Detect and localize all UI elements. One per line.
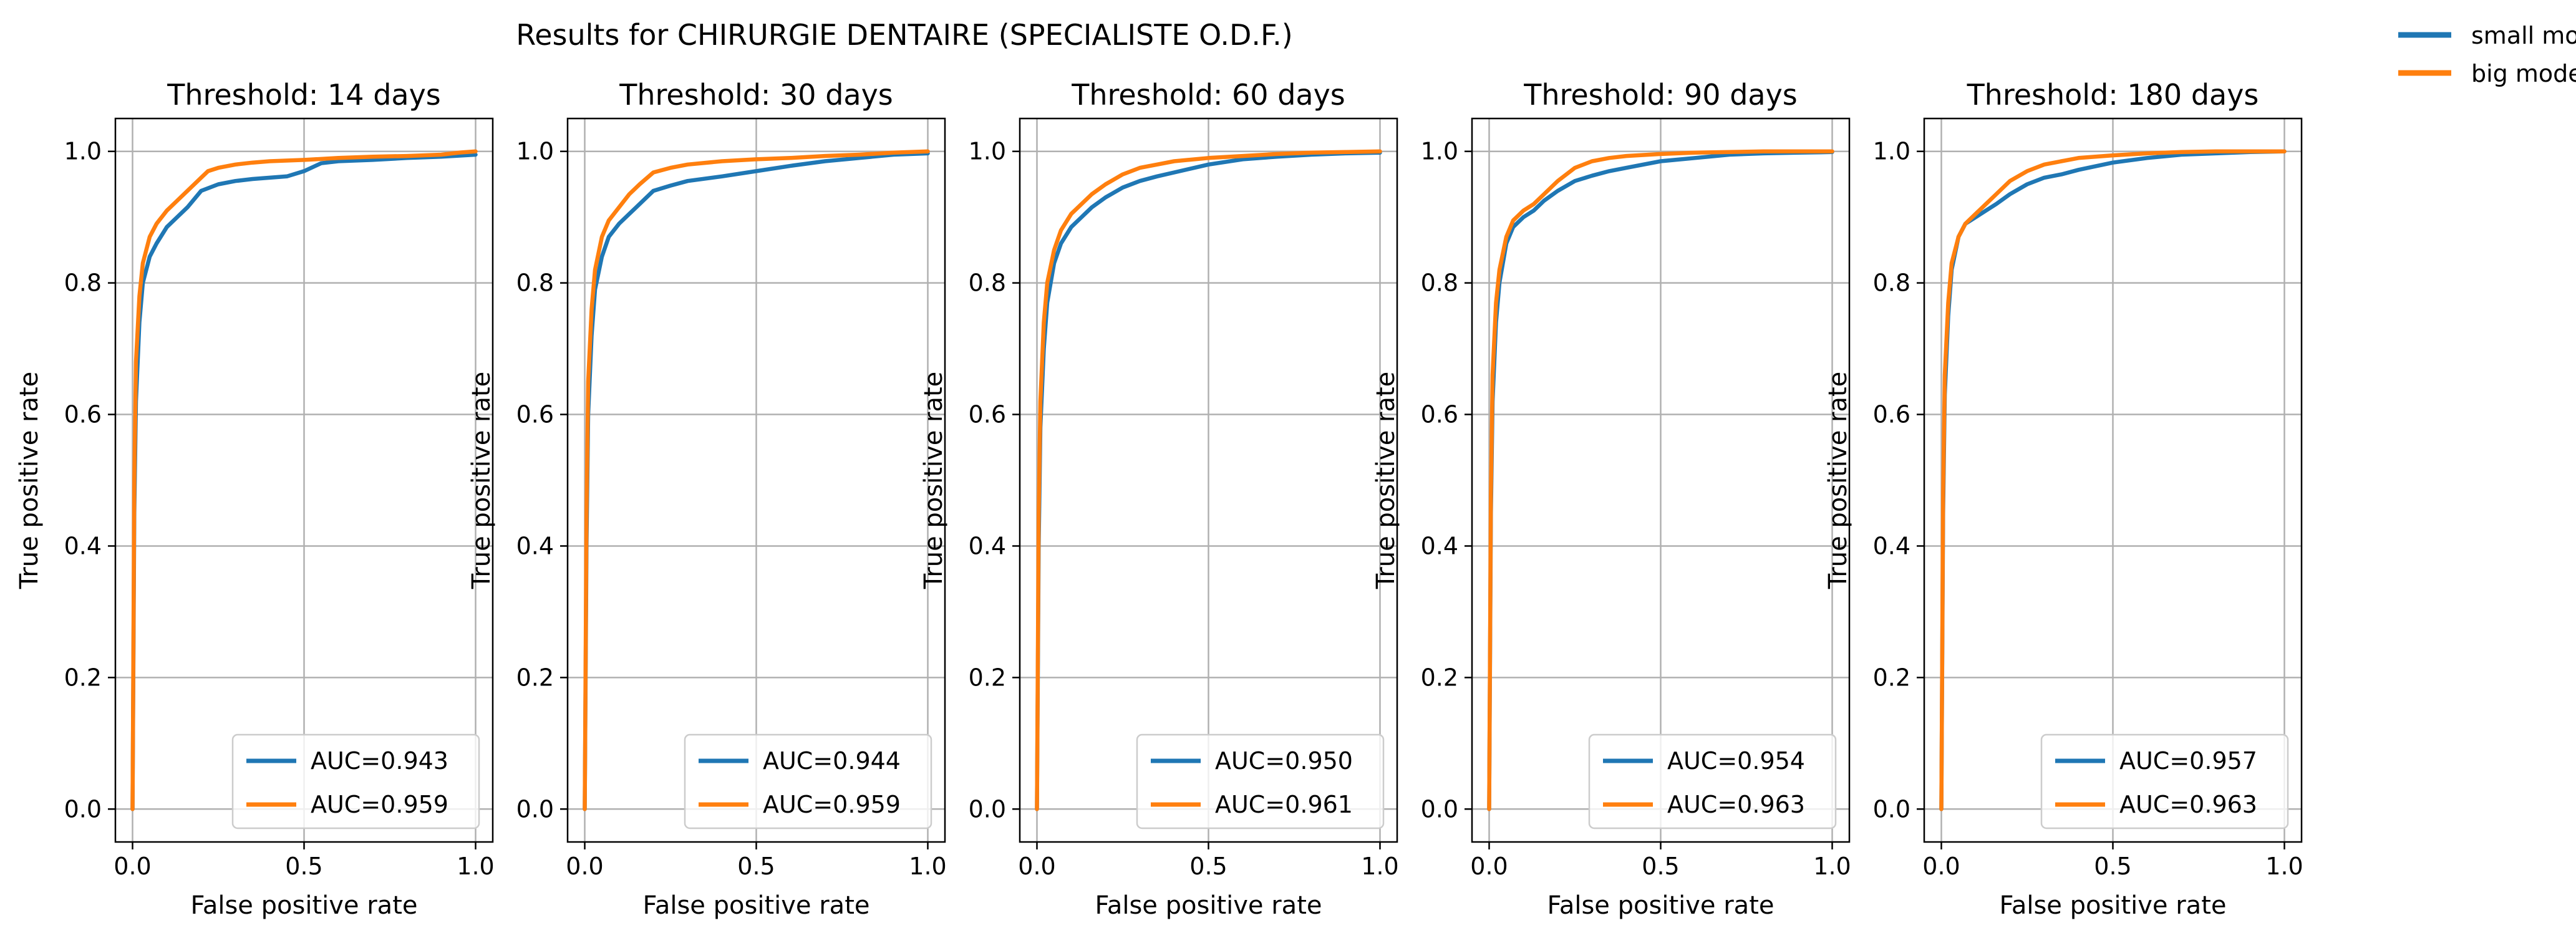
figure-legend-small-model-label: small model — [2471, 22, 2576, 49]
y-tick-label: 1.0 — [969, 138, 1006, 165]
x-axis-label: False positive rate — [1547, 891, 1775, 920]
panel-legend-label: AUC=0.963 — [2119, 791, 2257, 818]
y-tick-label: 0.6 — [64, 401, 102, 428]
x-tick-label: 1.0 — [1361, 853, 1398, 880]
y-tick-label: 0.6 — [1421, 401, 1458, 428]
y-tick-label: 0.4 — [516, 532, 554, 559]
roc-curve-big-model — [130, 149, 478, 811]
panel-legend-label: AUC=0.963 — [1667, 791, 1805, 818]
x-tick-label: 0.0 — [1922, 853, 1960, 880]
panel-legend-label: AUC=0.961 — [1215, 791, 1353, 818]
roc-curve-big-model — [1939, 149, 2287, 811]
panel-legend: AUC=0.950 AUC=0.961 — [1136, 733, 1385, 829]
x-tick-label: 0.0 — [114, 853, 151, 880]
x-tick-label: 0.0 — [566, 853, 603, 880]
y-tick-label: 0.4 — [1873, 532, 1910, 559]
x-axis-label: False positive rate — [643, 891, 870, 920]
x-tick-label: 0.5 — [1189, 853, 1227, 880]
y-tick-label: 0.8 — [516, 269, 554, 297]
y-tick-label: 0.8 — [969, 269, 1006, 297]
y-axis-label: True positive rate — [919, 372, 948, 590]
roc-panel-4: 0.0 0.5 1.0 0.0 0.2 0.4 0.6 0.8 1.0 Threshold: 90… — [1372, 78, 1851, 920]
panel-legend-label: AUC=0.950 — [1215, 747, 1353, 775]
y-axis-label: True positive rate — [1824, 372, 1852, 590]
panel-legend-label: AUC=0.959 — [763, 791, 901, 818]
y-tick-label: 0.8 — [1873, 269, 1910, 297]
y-axis-label: True positive rate — [1372, 372, 1400, 590]
roc-curve-big-model — [583, 149, 930, 811]
panel-legend: AUC=0.943 AUC=0.959 — [231, 733, 480, 829]
y-tick-label: 1.0 — [1873, 138, 1910, 165]
y-tick-label: 0.0 — [1421, 795, 1458, 823]
x-tick-label: 0.5 — [737, 853, 775, 880]
x-tick-label: 0.0 — [1018, 853, 1055, 880]
y-tick-label: 0.2 — [64, 664, 102, 691]
y-tick-label: 0.2 — [516, 664, 554, 691]
roc-curve-small-model — [130, 152, 478, 811]
y-tick-label: 0.2 — [969, 664, 1006, 691]
panel-title: Threshold: 180 days — [1967, 78, 2259, 112]
figure-legend-big-model-label: big model — [2471, 60, 2576, 87]
roc-curve-big-model — [1035, 149, 1382, 811]
x-tick-label: 1.0 — [457, 853, 494, 880]
x-axis-label: False positive rate — [1095, 891, 1322, 920]
panel-legend-label: AUC=0.954 — [1667, 747, 1805, 775]
panel-legend: AUC=0.954 AUC=0.963 — [1588, 733, 1837, 829]
panel-title: Threshold: 60 days — [1071, 78, 1345, 112]
y-tick-label: 0.0 — [64, 795, 102, 823]
panel-legend: AUC=0.944 AUC=0.959 — [684, 733, 932, 829]
x-tick-label: 0.5 — [285, 853, 322, 880]
roc-curve-big-model — [1487, 149, 1834, 811]
y-tick-label: 1.0 — [64, 138, 102, 165]
y-tick-label: 0.6 — [516, 401, 554, 428]
roc-panel-2: 0.0 0.5 1.0 0.0 0.2 0.4 0.6 0.8 1.0 Threshold: 30… — [467, 78, 947, 920]
x-tick-label: 1.0 — [909, 853, 946, 880]
x-tick-label: 0.5 — [1642, 853, 1679, 880]
panel-title: Threshold: 14 days — [167, 78, 441, 112]
y-tick-label: 0.0 — [969, 795, 1006, 823]
y-axis-label: True positive rate — [15, 372, 44, 590]
y-tick-label: 1.0 — [1421, 138, 1458, 165]
y-tick-label: 0.4 — [969, 532, 1006, 559]
panel-legend-label: AUC=0.957 — [2119, 747, 2257, 775]
panel-legend-label: AUC=0.959 — [311, 791, 448, 818]
x-tick-label: 1.0 — [1813, 853, 1851, 880]
roc-panel-5: 0.0 0.5 1.0 0.0 0.2 0.4 0.6 0.8 1.0 Threshold: 18… — [1824, 78, 2303, 920]
roc-panel-3: 0.0 0.5 1.0 0.0 0.2 0.4 0.6 0.8 1.0 Threshold: 60… — [919, 78, 1399, 920]
y-tick-label: 0.2 — [1873, 664, 1910, 691]
figure-legend: small model big model — [2398, 22, 2576, 87]
y-tick-label: 0.0 — [516, 795, 554, 823]
x-axis-label: False positive rate — [191, 891, 418, 920]
panel-legend-label: AUC=0.944 — [763, 747, 901, 775]
y-tick-label: 0.8 — [1421, 269, 1458, 297]
x-tick-label: 0.5 — [2094, 853, 2131, 880]
y-tick-label: 0.6 — [969, 401, 1006, 428]
y-tick-label: 0.6 — [1873, 401, 1910, 428]
roc-panel-1: 0.0 0.5 1.0 0.0 0.2 0.4 0.6 0.8 1.0 Threshold: 14… — [15, 78, 495, 920]
roc-panels: 0.0 0.5 1.0 0.0 0.2 0.4 0.6 0.8 1.0 Threshold: 14… — [15, 78, 2303, 920]
y-tick-label: 1.0 — [516, 138, 554, 165]
y-tick-label: 0.0 — [1873, 795, 1910, 823]
x-tick-label: 1.0 — [2265, 853, 2303, 880]
figure-suptitle: Results for CHIRURGIE DENTAIRE (SPECIALI… — [516, 18, 1292, 52]
y-tick-label: 0.4 — [64, 532, 102, 559]
x-axis-label: False positive rate — [2000, 891, 2227, 920]
x-tick-label: 0.0 — [1470, 853, 1508, 880]
panel-legend-label: AUC=0.943 — [311, 747, 448, 775]
y-tick-label: 0.8 — [64, 269, 102, 297]
y-axis-label: True positive rate — [467, 372, 496, 590]
panel-title: Threshold: 30 days — [619, 78, 893, 112]
y-tick-label: 0.4 — [1421, 532, 1458, 559]
y-tick-label: 0.2 — [1421, 664, 1458, 691]
panel-legend: AUC=0.957 AUC=0.963 — [2040, 733, 2289, 829]
panel-title: Threshold: 90 days — [1523, 78, 1798, 112]
